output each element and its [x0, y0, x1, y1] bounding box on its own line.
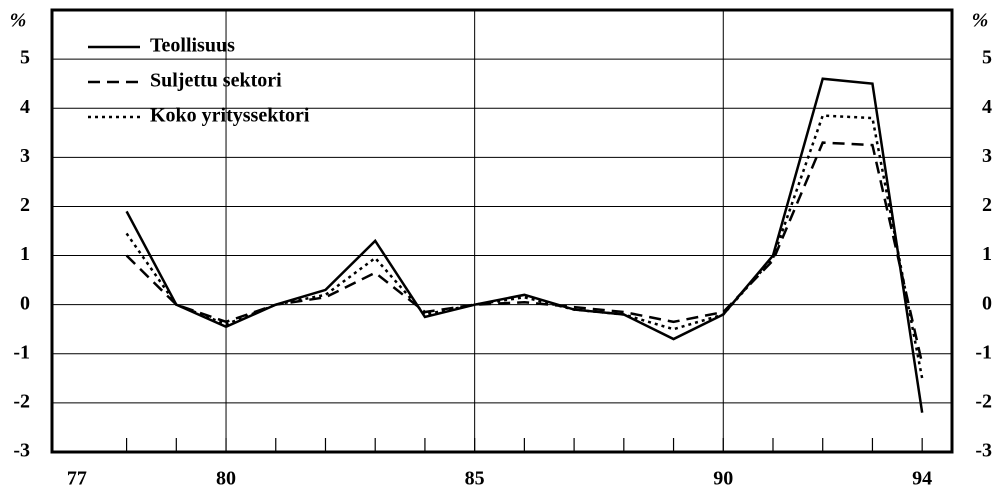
x-tick-label: 80 — [216, 468, 236, 490]
x-tick-label: 94 — [912, 468, 932, 490]
y-tick-label: -2 — [13, 390, 30, 412]
y2-tick-label: 1 — [982, 243, 992, 265]
series-line — [125, 114, 924, 379]
plot-frame — [50, 8, 954, 454]
series-line — [125, 141, 924, 364]
y2-tick-label: -3 — [975, 440, 992, 462]
y2-tick-label: 4 — [982, 96, 992, 118]
x-tick-label: 77 — [67, 468, 87, 490]
x-tick-label: 90 — [713, 468, 733, 490]
y-tick-label: 4 — [20, 96, 30, 118]
y2-tick-label: 0 — [982, 292, 992, 314]
y2-tick-label: 2 — [982, 194, 992, 216]
y-axis-label: % — [10, 10, 27, 32]
y-tick-label: -3 — [13, 440, 30, 462]
y-tick-label: 0 — [20, 292, 30, 314]
y-tick-label: 2 — [20, 194, 30, 216]
y2-tick-label: 3 — [982, 145, 992, 167]
x-tick-label: 85 — [465, 468, 485, 490]
y-tick-label: 5 — [20, 47, 30, 69]
y2-axis-label: % — [972, 10, 989, 32]
y-tick-label: 1 — [20, 243, 30, 265]
y2-tick-label: 5 — [982, 47, 992, 69]
legend-label: Koko yrityssektori — [150, 105, 310, 127]
y2-tick-label: -1 — [975, 341, 992, 363]
y-tick-label: 3 — [20, 145, 30, 167]
y-tick-label: -1 — [13, 341, 30, 363]
legend-label: Teollisuus — [150, 35, 235, 57]
series-line — [125, 77, 924, 413]
y2-tick-label: -2 — [975, 390, 992, 412]
legend-label: Suljettu sektori — [150, 70, 282, 92]
